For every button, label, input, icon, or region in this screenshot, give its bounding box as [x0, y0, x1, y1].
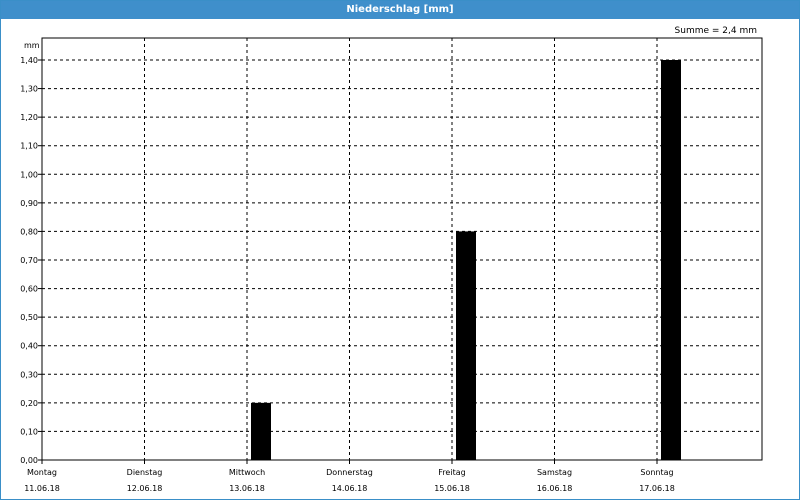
plot-area [41, 37, 763, 461]
y-tick-label: 0,50 [20, 313, 38, 322]
y-tick-label: 0,20 [20, 399, 38, 408]
x-tick-day: Montag [27, 468, 57, 477]
x-tick-date: 16.06.18 [537, 484, 573, 493]
y-tick-label: 0,90 [20, 199, 38, 208]
x-tick-date: 12.06.18 [127, 484, 163, 493]
x-tick-day: Dienstag [127, 468, 163, 477]
y-tick-label: 0,60 [20, 285, 38, 294]
total-summary: Summe = 2,4 mm [674, 26, 757, 36]
x-tick-date: 15.06.18 [434, 484, 470, 493]
y-tick-label: 0,80 [20, 227, 38, 236]
x-tick-day: Donnerstag [326, 468, 373, 477]
y-tick-label: 0,40 [20, 342, 38, 351]
y-tick-label: 0,30 [20, 370, 38, 379]
x-tick-day: Mittwoch [229, 468, 265, 477]
precipitation-bar [456, 231, 476, 460]
x-tick-date: 14.06.18 [332, 484, 368, 493]
x-tick-date: 11.06.18 [24, 484, 60, 493]
x-tick-day: Sonntag [640, 468, 673, 477]
y-axis-label: mm [24, 41, 40, 50]
x-tick-date: 13.06.18 [229, 484, 265, 493]
precipitation-bar [661, 60, 681, 460]
x-tick-day: Samstag [537, 468, 572, 477]
y-tick-label: 1,40 [20, 56, 38, 65]
y-tick-label: 0,70 [20, 256, 38, 265]
y-tick-label: 1,20 [20, 113, 38, 122]
chart-title: Niederschlag [mm] [1, 1, 799, 19]
y-tick-label: 1,00 [20, 170, 38, 179]
y-tick-label: 1,10 [20, 142, 38, 151]
precipitation-bar [251, 402, 271, 460]
y-tick-label: 0,00 [20, 456, 38, 465]
x-tick-date: 17.06.18 [639, 484, 675, 493]
y-tick-label: 1,30 [20, 85, 38, 94]
x-tick-day: Freitag [438, 468, 465, 477]
y-tick-label: 0,10 [20, 427, 38, 436]
